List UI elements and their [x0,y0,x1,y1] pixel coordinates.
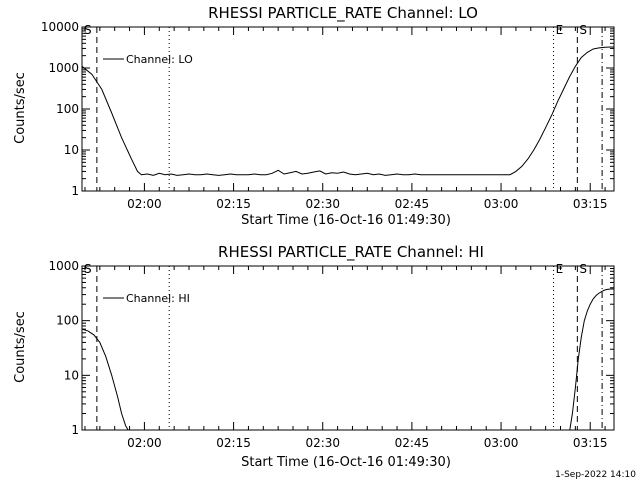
x-tick-label: 03:00 [484,197,519,211]
x-axis-label-lo: Start Time (16-Oct-16 01:49:30) [241,213,451,228]
chart-title-hi: RHESSI PARTICLE_RATE Channel: HI [218,243,484,262]
x-tick-label: 02:30 [305,197,340,211]
chart-title-lo: RHESSI PARTICLE_RATE Channel: LO [208,4,478,23]
legend-label-hi: Channel: HI [126,292,190,305]
y-axis-label-lo: Counts/sec [13,72,28,144]
event-marker-label: S [84,23,92,37]
series-line [82,46,614,176]
event-marker-label: S [84,262,92,276]
y-tick-label: 10 [64,143,79,157]
y-tick-label: 10 [64,368,79,382]
x-tick-label: 02:30 [305,436,340,450]
event-marker-label: S [579,23,587,37]
x-tick-label: 02:45 [395,197,430,211]
event-marker-label: S [579,262,587,276]
x-tick-label: 02:00 [127,197,162,211]
y-tick-label: 100 [56,314,79,328]
timestamp-label: 1-Sep-2022 14:10 [555,470,636,480]
x-axis-label-hi: Start Time (16-Oct-16 01:49:30) [241,455,451,470]
x-tick-label: 02:00 [127,436,162,450]
legend-label-lo: Channel: LO [126,53,193,66]
x-tick-label: 02:15 [216,197,251,211]
hi-channel-panel: RHESSI PARTICLE_RATE Channel: HI Counts/… [13,243,615,470]
y-tick-label: 1000 [48,61,79,75]
lo-channel-panel: RHESSI PARTICLE_RATE Channel: LO Counts/… [13,4,615,228]
y-tick-label: 100 [56,102,79,116]
y-tick-label: 1 [71,184,79,198]
y-axis-label-hi: Counts/sec [13,311,28,383]
y-tick-label: 10000 [41,20,79,34]
x-tick-label: 03:00 [484,436,519,450]
series-line [82,288,614,430]
y-tick-label: 1 [71,423,79,437]
x-tick-label: 02:15 [216,436,251,450]
event-marker-label: E [556,23,564,37]
x-tick-label: 02:45 [395,436,430,450]
x-tick-label: 03:15 [573,197,608,211]
x-tick-label: 03:15 [573,436,608,450]
plot-frame [81,265,615,431]
plot-frame [81,26,615,192]
event-marker-label: E [556,262,564,276]
y-tick-label: 1000 [48,259,79,273]
